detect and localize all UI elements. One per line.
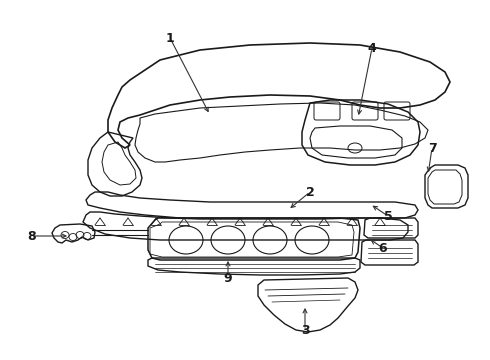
Text: 1: 1: [166, 31, 174, 45]
Text: 5: 5: [384, 210, 392, 222]
Text: 6: 6: [379, 242, 387, 255]
Text: 4: 4: [368, 41, 376, 54]
Text: 8: 8: [28, 230, 36, 243]
Text: 3: 3: [301, 324, 309, 337]
Text: 2: 2: [306, 185, 315, 198]
Text: 9: 9: [224, 271, 232, 284]
Text: 7: 7: [428, 141, 437, 154]
